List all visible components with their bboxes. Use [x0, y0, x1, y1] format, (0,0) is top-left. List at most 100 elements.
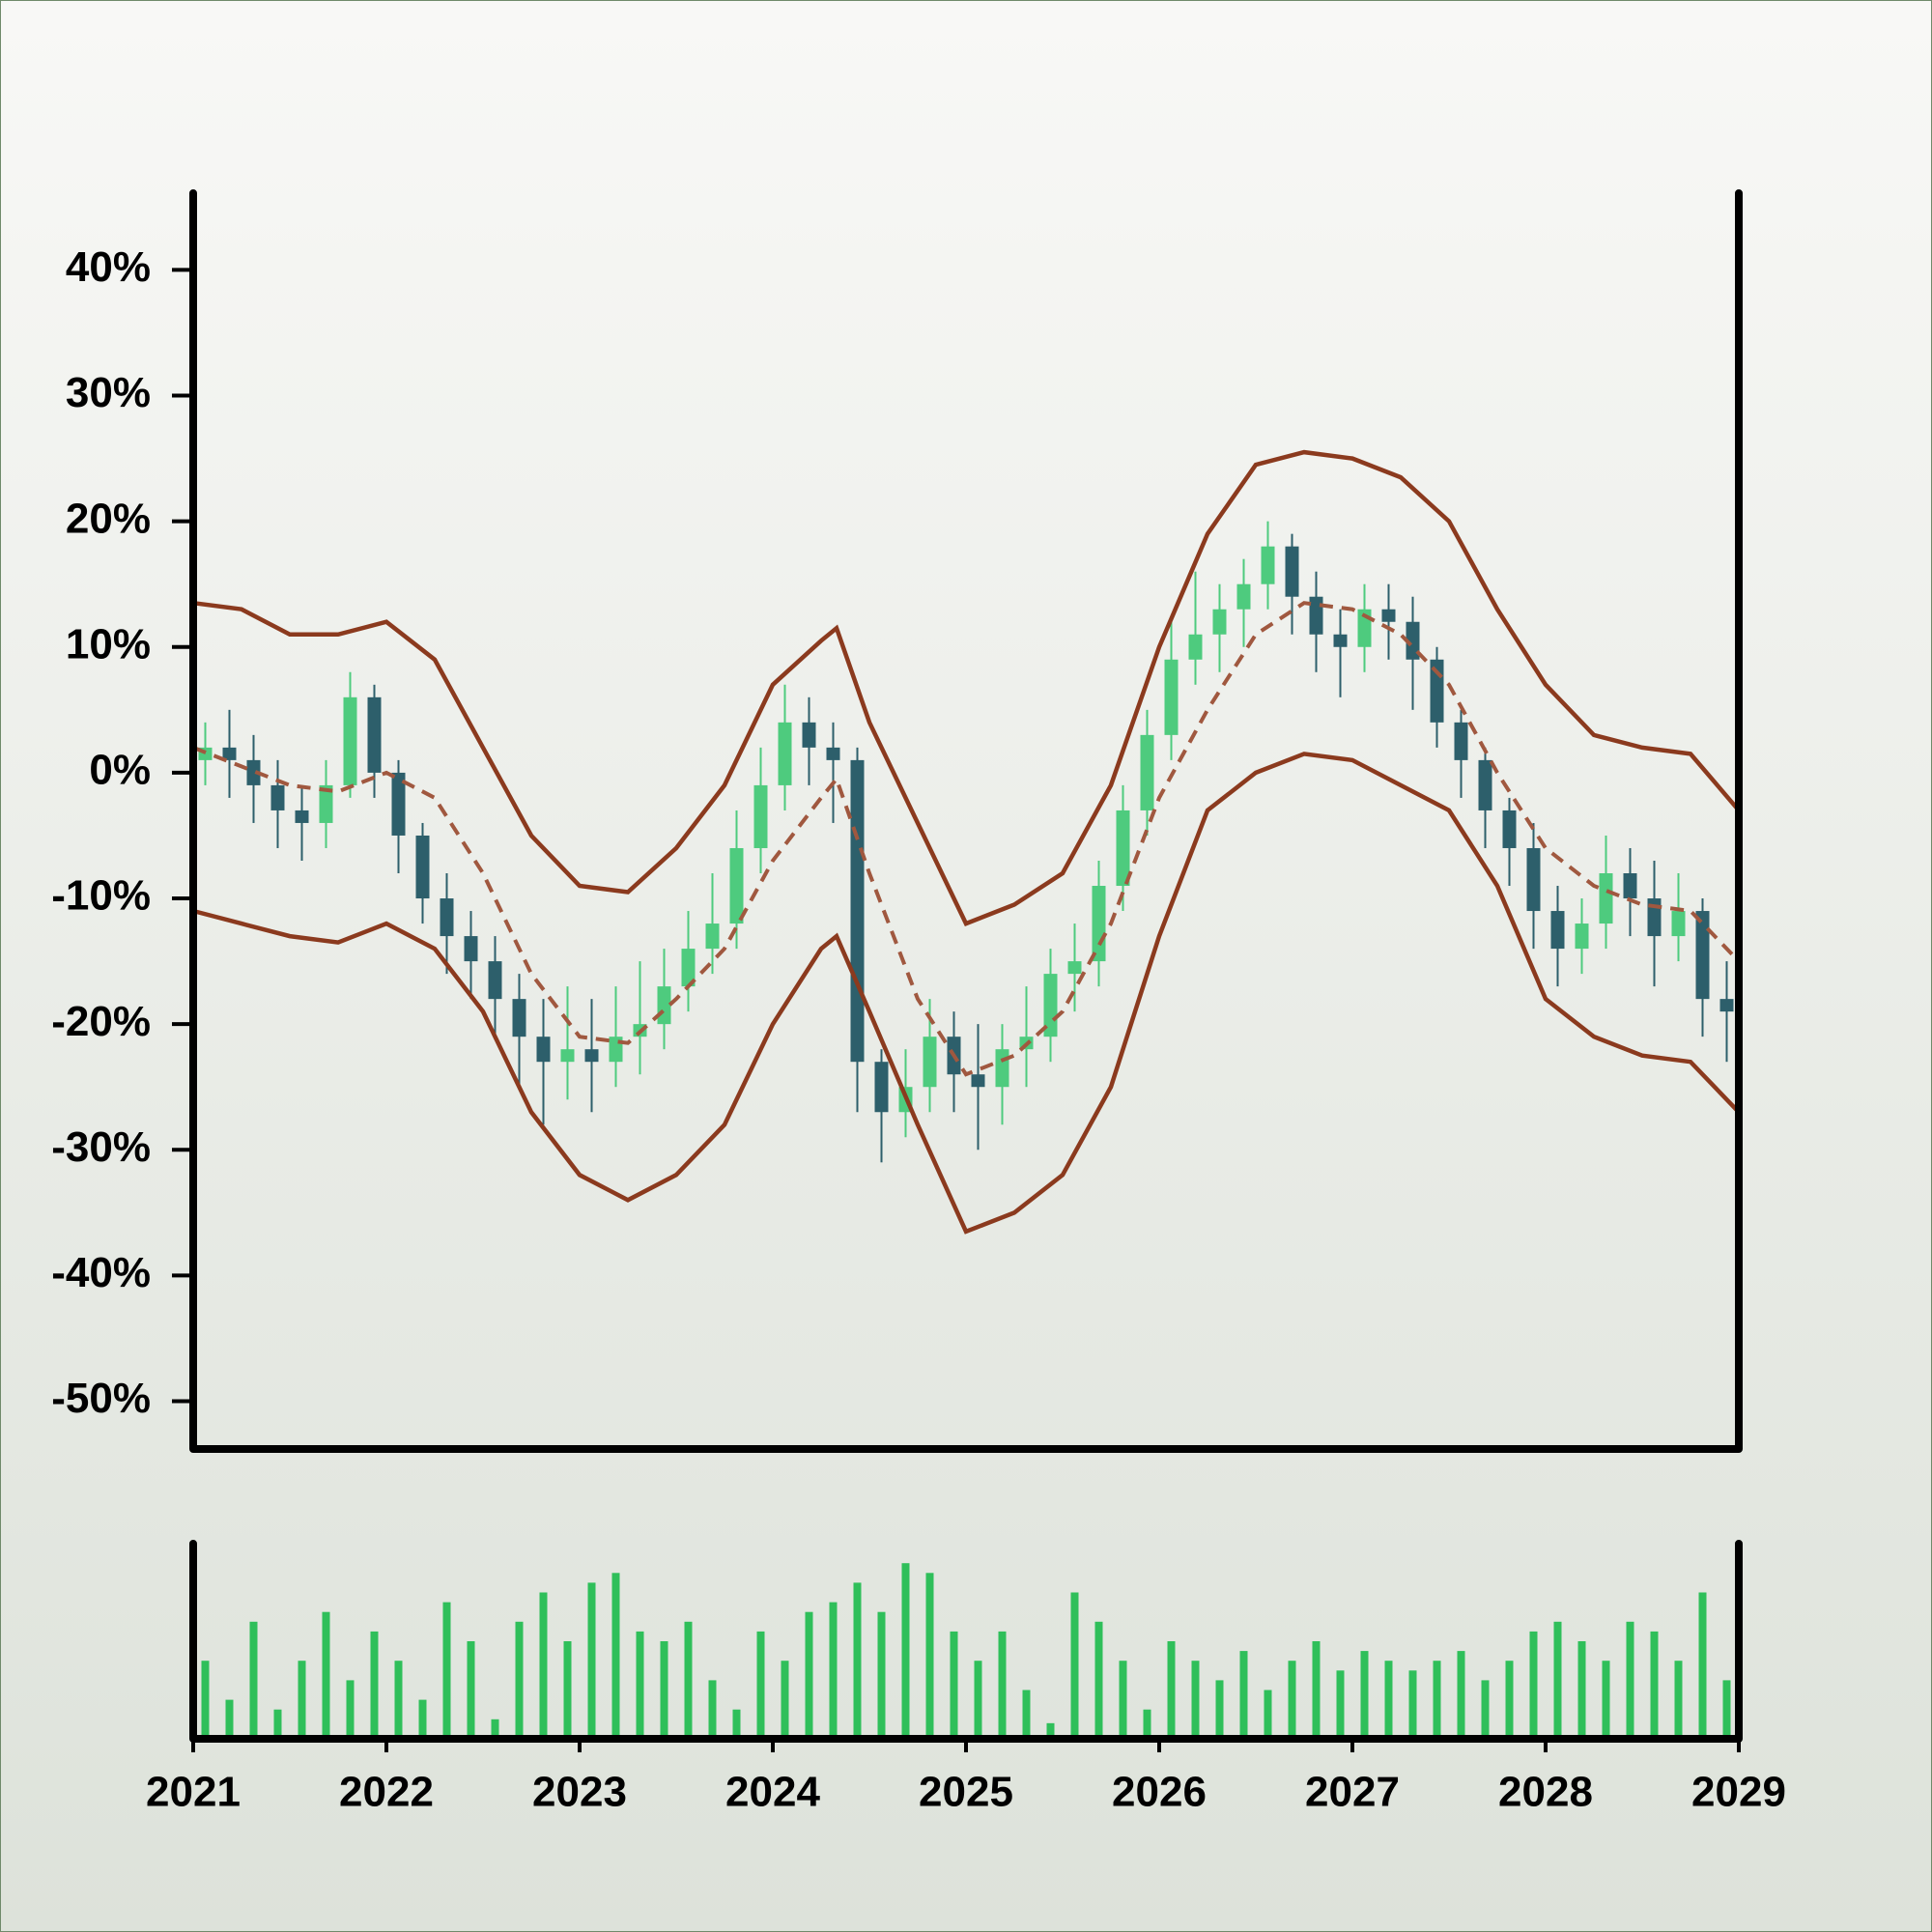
volume-bar	[1143, 1709, 1151, 1739]
volume-bar	[1094, 1621, 1103, 1739]
candle-body	[778, 722, 792, 785]
candle-body	[1478, 759, 1492, 810]
volume-bar	[1408, 1670, 1417, 1739]
y-tick-label: 0%	[89, 747, 151, 794]
candle-body	[1285, 546, 1299, 597]
volume-bar	[1336, 1670, 1345, 1739]
axis-frame	[189, 1540, 1743, 1743]
volume-bar	[1674, 1661, 1683, 1739]
volume-bar	[708, 1680, 717, 1739]
volume-bar	[225, 1699, 234, 1739]
candle-body	[1092, 886, 1106, 962]
candle-body	[1575, 923, 1589, 950]
volume-bar	[394, 1661, 403, 1739]
x-tick-label: 2028	[1498, 1769, 1593, 1816]
axis-frame	[189, 189, 1743, 1453]
volume-bar	[1553, 1621, 1562, 1739]
candle-body	[1406, 621, 1420, 660]
candle-body	[1550, 911, 1565, 950]
candle-body	[343, 696, 357, 785]
candle-body	[440, 898, 454, 937]
volume-bar	[1698, 1592, 1707, 1739]
volume-bar	[298, 1661, 306, 1739]
volume-bar	[322, 1611, 330, 1739]
band-middle	[192, 601, 1741, 1077]
volume-bar	[660, 1641, 668, 1739]
volume-bar	[1433, 1661, 1441, 1739]
candle-body	[1333, 634, 1348, 647]
candle-body	[222, 747, 237, 760]
volume-bar	[370, 1631, 379, 1739]
candle-body	[971, 1074, 985, 1088]
candle-body	[1236, 583, 1251, 610]
candle-body	[270, 784, 285, 810]
candle-body	[1599, 873, 1613, 924]
candle-body	[1140, 734, 1154, 810]
volume-bar	[1239, 1651, 1248, 1739]
candle-body	[584, 1049, 599, 1063]
candle-body	[729, 847, 744, 924]
volume-bar	[442, 1602, 451, 1739]
volume-bar	[1626, 1621, 1634, 1739]
candle-body	[657, 986, 671, 1025]
y-tick-label: -30%	[51, 1123, 151, 1171]
price-panel: 40% 30% 20% 10% 0% -10% -20% -30% -40% -50%	[51, 189, 1743, 1453]
candle-body	[1188, 634, 1203, 660]
candle-body	[1454, 722, 1468, 760]
y-tick-label: 40%	[66, 243, 151, 291]
volume-bar	[877, 1611, 886, 1739]
candle-body	[1309, 596, 1323, 635]
y-tick-label: -50%	[51, 1375, 151, 1422]
candle-body	[295, 810, 309, 823]
volume-bar	[539, 1592, 548, 1739]
candle-body	[536, 1037, 551, 1063]
volume-bar	[1577, 1641, 1586, 1739]
volume-bar	[1650, 1631, 1659, 1739]
volume-bar	[201, 1661, 210, 1739]
volume-bar	[1481, 1680, 1490, 1739]
candle-body	[1671, 911, 1686, 937]
x-tick-label: 2027	[1305, 1769, 1400, 1816]
candle-body	[1719, 999, 1734, 1012]
x-tick-label: 2025	[919, 1769, 1013, 1816]
volume-bar	[756, 1631, 765, 1739]
volume-bar	[950, 1631, 958, 1739]
candle-body	[367, 696, 382, 773]
volume-bar	[418, 1699, 427, 1739]
candle-body	[923, 1037, 937, 1088]
candle-body	[826, 747, 840, 760]
candle-body	[391, 772, 406, 836]
volume-bar	[1046, 1722, 1055, 1739]
candle-body	[705, 923, 720, 950]
x-tick-label: 2022	[339, 1769, 434, 1816]
candle-body	[464, 936, 478, 962]
volume-bar	[1312, 1641, 1321, 1739]
volume-bar	[1264, 1690, 1272, 1739]
volume-bar	[611, 1573, 620, 1739]
volume-bar	[273, 1709, 282, 1739]
volume-bar	[587, 1582, 596, 1739]
candle-body	[681, 949, 696, 987]
candle-body	[512, 999, 526, 1037]
y-tick-label: -20%	[51, 998, 151, 1045]
candle-body	[850, 759, 865, 1063]
volume-bar	[684, 1621, 693, 1739]
volume-bar	[1070, 1592, 1079, 1739]
x-tick-label: 2026	[1112, 1769, 1207, 1816]
x-tick-label: 2024	[725, 1769, 820, 1816]
x-tick-label: 2021	[146, 1769, 241, 1816]
volume-bar	[1191, 1661, 1200, 1739]
candle-body	[415, 835, 430, 899]
volume-bar	[1529, 1631, 1538, 1739]
candle-body	[874, 1062, 889, 1113]
volume-bar	[732, 1709, 741, 1739]
volume-bar	[853, 1582, 862, 1739]
x-tick-label: 2023	[532, 1769, 627, 1816]
candle-body	[319, 784, 333, 823]
volume-bar	[1288, 1661, 1296, 1739]
volume-bar	[1384, 1661, 1393, 1739]
volume-bar	[998, 1631, 1007, 1739]
candle-body	[1381, 609, 1396, 622]
candle-body	[1164, 659, 1179, 735]
